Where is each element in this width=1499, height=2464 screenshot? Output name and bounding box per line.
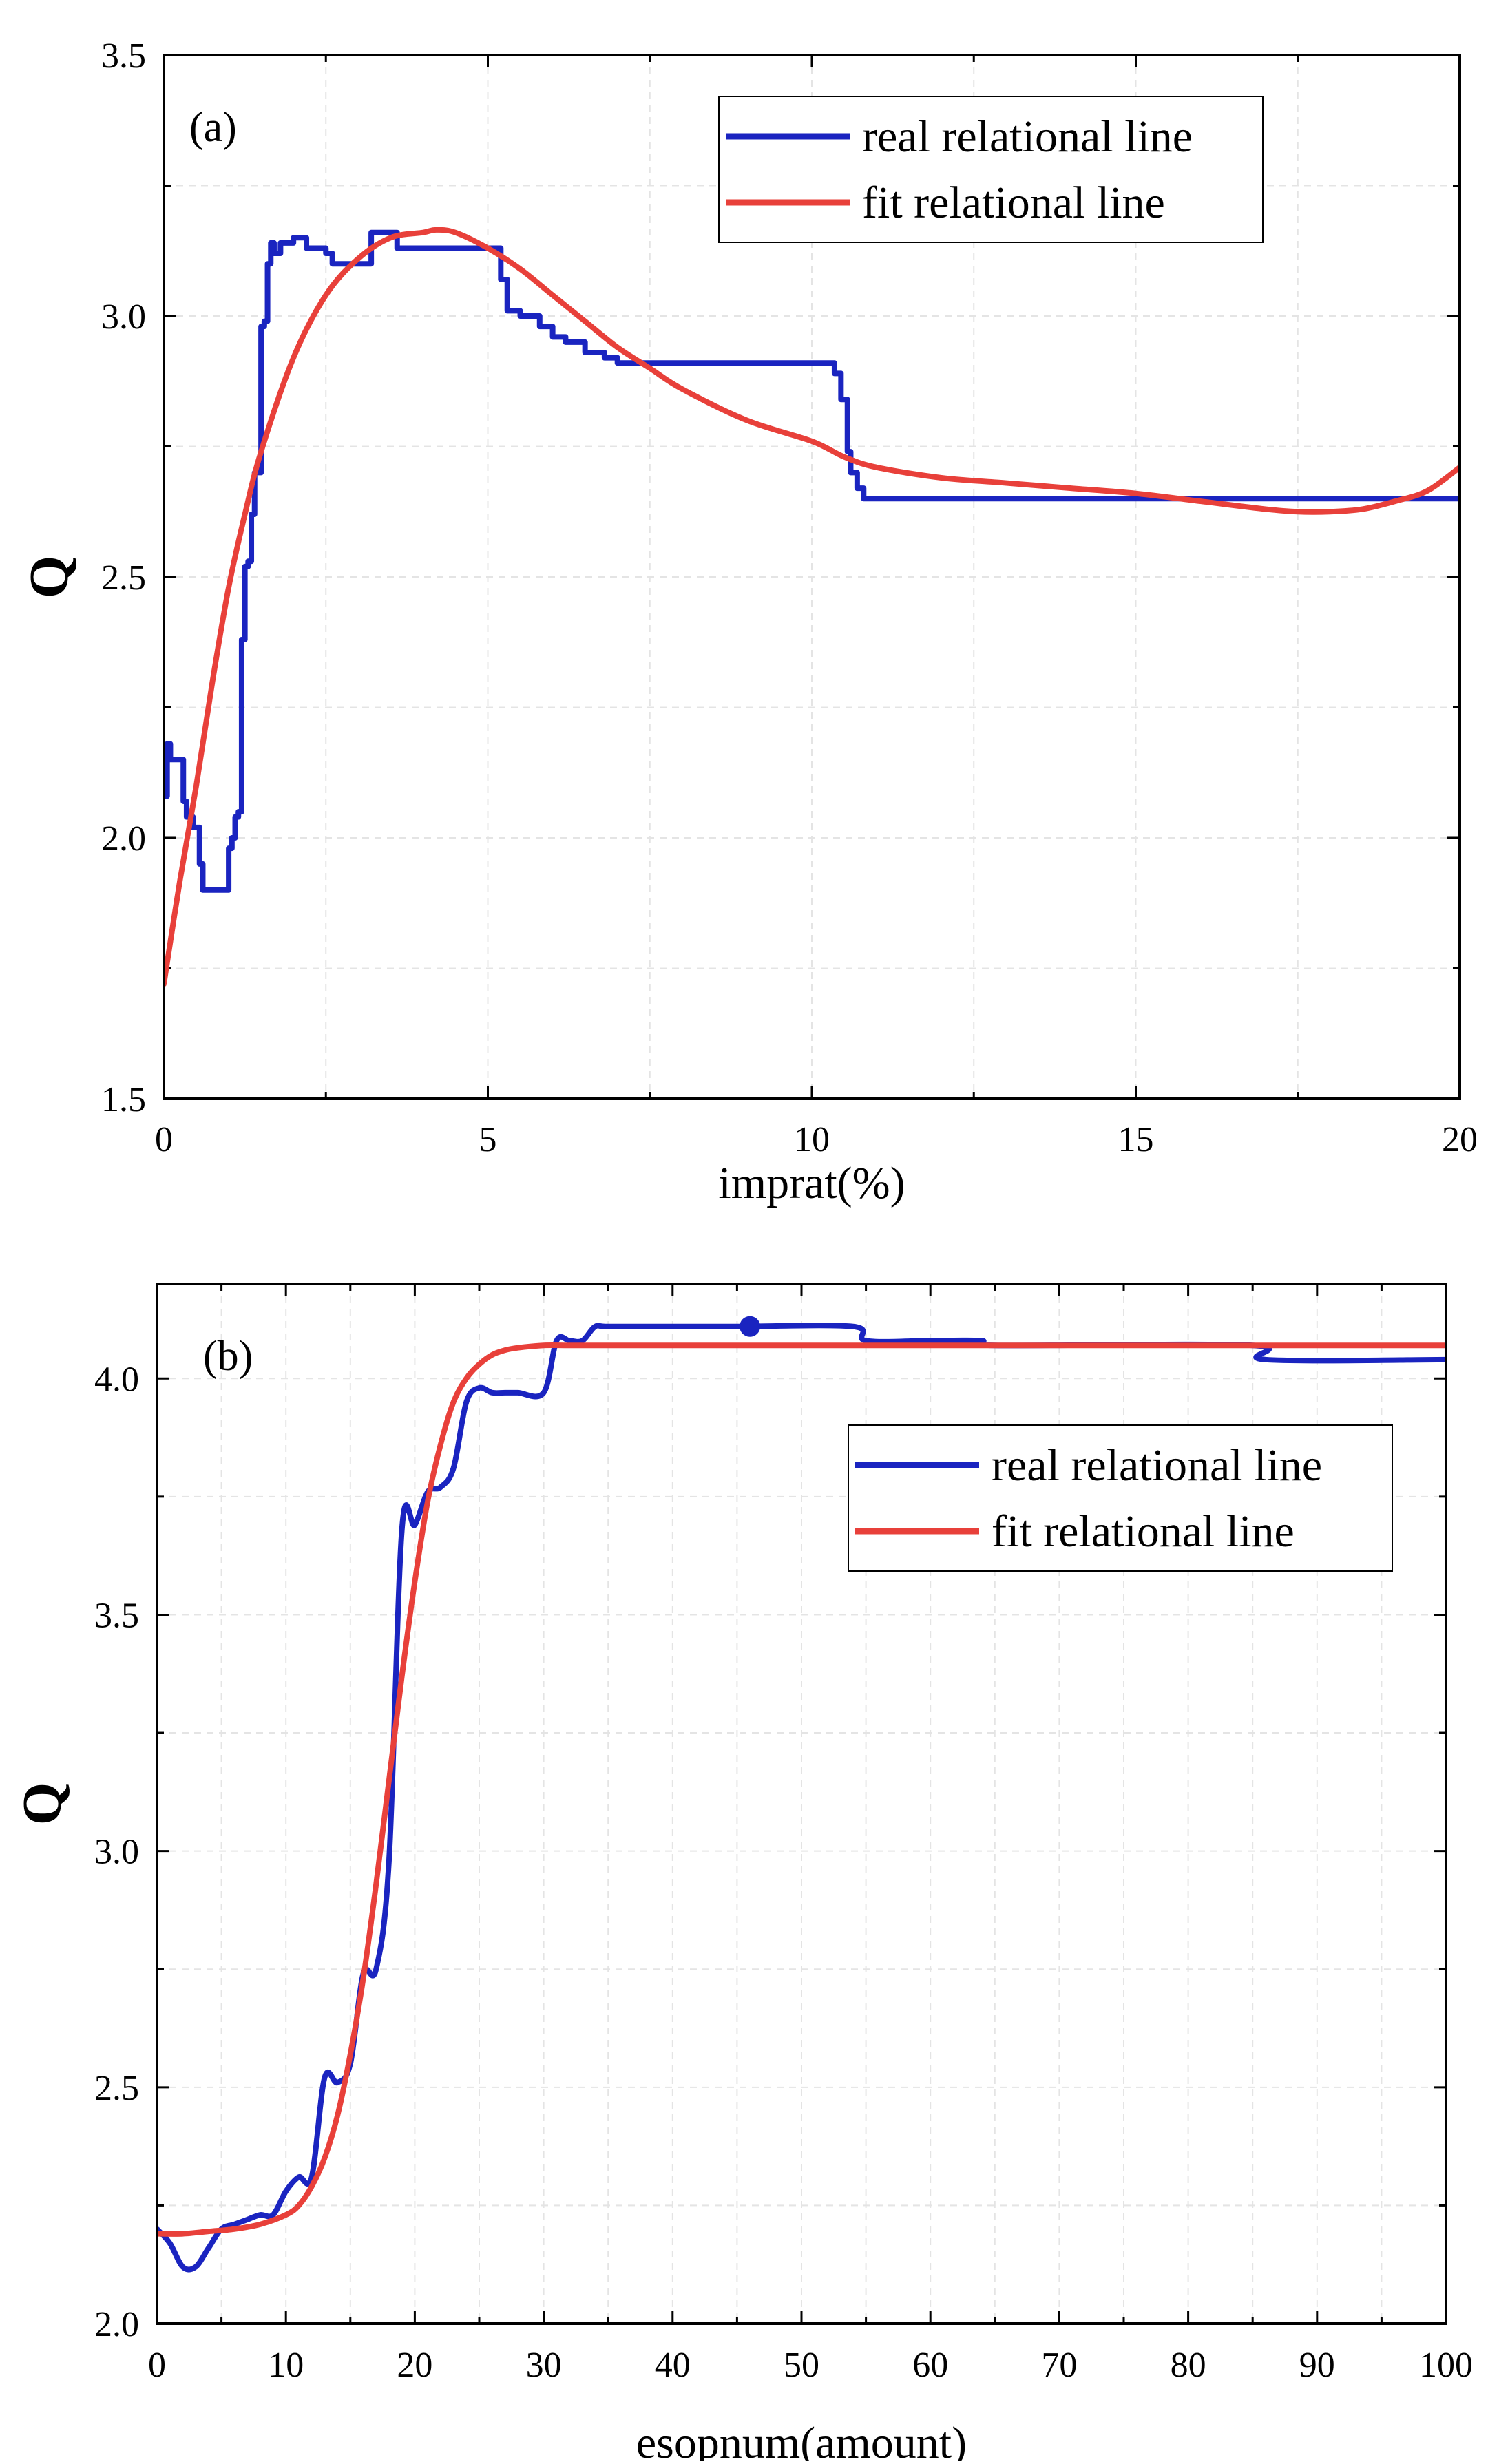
x-tick-label: 20: [397, 2346, 432, 2385]
legend: real relational line fit relational line: [718, 96, 1264, 243]
legend-box: [848, 1424, 1393, 1572]
x-tick-label: 50: [784, 2346, 819, 2385]
x-tick-label: 10: [794, 1120, 830, 1159]
legend: real relational line fit relational line: [848, 1424, 1393, 1572]
axes-frame: [156, 1283, 1447, 2325]
y-tick-label: 4.0: [94, 1360, 139, 1399]
grid-lines: [157, 1284, 1446, 2324]
x-tick-label: 0: [155, 1120, 173, 1159]
axes-frame: [163, 54, 1461, 1100]
x-tick-label: 40: [655, 2346, 691, 2385]
chart-panel-a: 0 5 10 15 20 1.5 2.0 2.5 3.0 3.5 imprat(%) Q (a) real…: [19, 36, 1478, 1208]
y-tick-label: 3.0: [101, 297, 146, 337]
y-axis-title: Q: [12, 1782, 73, 1825]
series-line-fit: [157, 1342, 1446, 2237]
chart-panel-b: 0 10 20 30 40 50 60 70 80 90 100 2.0 2.5 3.0 3.5 4.0 eso…: [12, 1283, 1473, 2464]
x-tick-label: 80: [1171, 2346, 1206, 2385]
x-tick-label: 30: [526, 2346, 562, 2385]
x-tick-label: 20: [1442, 1120, 1478, 1159]
series-line-real: [157, 1323, 1446, 2273]
y-tick-label: 2.5: [94, 2069, 139, 2108]
series-line-fit: [164, 227, 1460, 987]
panel-label: (b): [203, 1333, 253, 1380]
x-tick-label: 70: [1041, 2346, 1077, 2385]
x-tick-label: 90: [1299, 2346, 1335, 2385]
y-tick-label: 2.5: [101, 558, 146, 598]
legend-label-fit: fit relational line: [862, 178, 1165, 228]
x-tick-label: 0: [148, 2346, 166, 2385]
plot-area: [164, 227, 1460, 987]
y-tick-label: 3.0: [94, 1833, 139, 1872]
x-tick-label: 60: [912, 2346, 948, 2385]
y-tick-label: 2.0: [101, 819, 146, 859]
y-tick-label: 3.5: [101, 36, 146, 76]
x-axis-title: esopnum(amount): [636, 2418, 967, 2461]
legend-label-fit: fit relational line: [992, 1506, 1294, 1557]
x-tick-label: 100: [1419, 2346, 1473, 2385]
series-line-real: [164, 229, 1460, 893]
x-tick-label: 10: [268, 2346, 304, 2385]
y-tick-label: 2.0: [94, 2305, 139, 2344]
highlight-point: [740, 1316, 761, 1337]
plot-area: [157, 1316, 1446, 2273]
y-axis-title: Q: [19, 556, 80, 598]
y-tick-label: 3.5: [94, 1596, 139, 1635]
panel-label: (a): [189, 104, 237, 151]
legend-label-real: real relational line: [862, 112, 1193, 162]
x-axis-title: imprat(%): [718, 1158, 905, 1208]
x-tick-label: 15: [1118, 1120, 1154, 1159]
x-tick-label: 5: [479, 1120, 497, 1159]
legend-label-real: real relational line: [992, 1440, 1322, 1491]
y-tick-label: 1.5: [101, 1080, 146, 1119]
legend-box: [718, 96, 1264, 243]
